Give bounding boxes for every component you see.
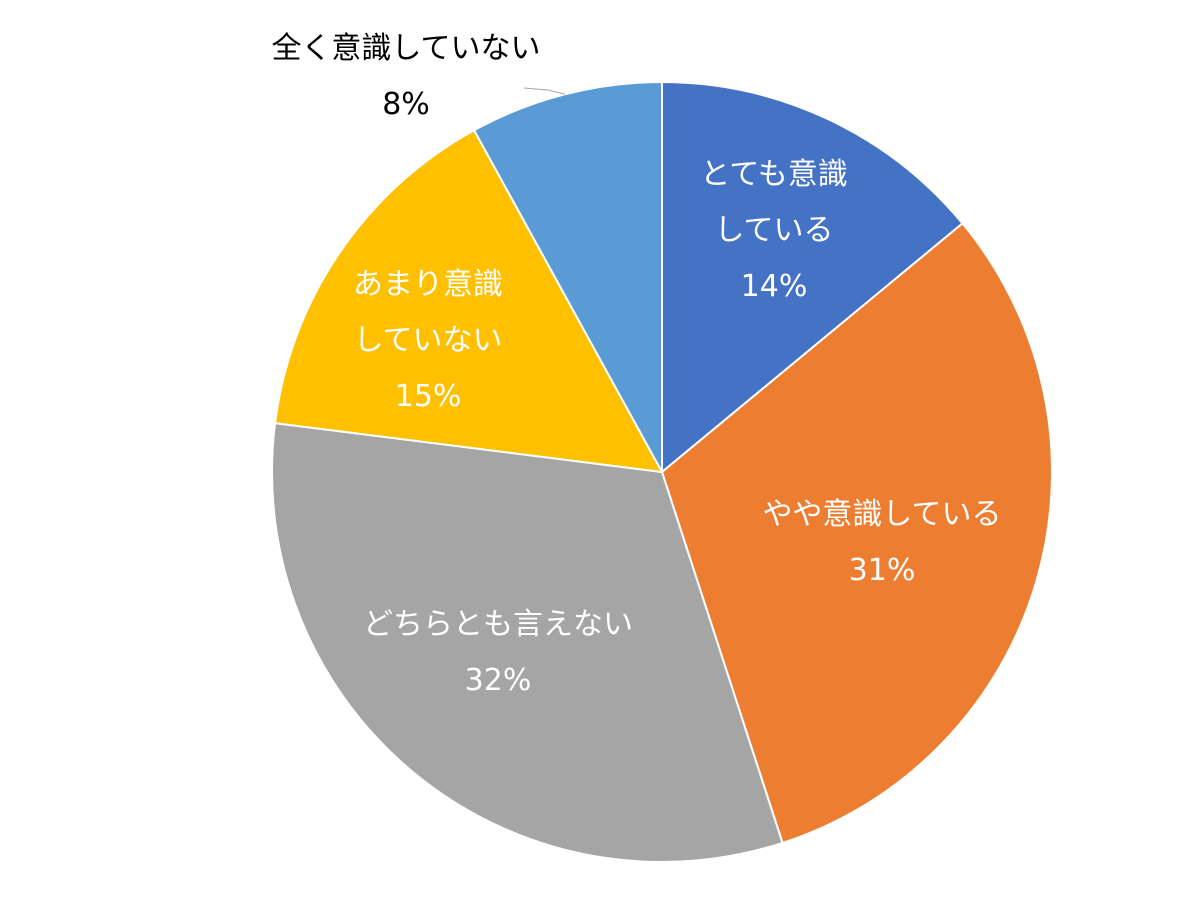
pie-labels: とても意識している 14% やや意識している 31% どちらとも言えない 32% あまり意識… xyxy=(271,31,1001,698)
pie-slice xyxy=(273,128,664,474)
slice-value-label: 8% xyxy=(382,87,430,122)
slice-value-label: 32% xyxy=(465,663,532,698)
slice-category-label: どちらとも言えない xyxy=(363,607,633,642)
leader-line xyxy=(523,87,566,95)
pie-slice xyxy=(270,422,784,863)
pie-slice xyxy=(660,221,1053,845)
slice-value-label: 31% xyxy=(849,553,916,588)
pie-slice xyxy=(661,80,964,475)
slice-label: あまり意識していない 15% xyxy=(353,267,503,414)
slice-label: とても意識している 14% xyxy=(700,157,848,304)
leader-lines xyxy=(523,87,566,95)
slice-category-label: とても意識 xyxy=(700,157,848,192)
slice-category-label: している xyxy=(714,213,833,248)
slice-label: 全く意識していない 8% xyxy=(271,31,540,122)
slice-label: やや意識している 31% xyxy=(762,497,1001,588)
pie-slices xyxy=(270,80,1053,863)
slice-value-label: 14% xyxy=(741,269,808,304)
slice-category-label: やや意識している xyxy=(762,497,1001,532)
slice-category-label: していない xyxy=(353,323,502,358)
slice-category-label: あまり意識 xyxy=(353,267,503,302)
slice-label: どちらとも言えない 32% xyxy=(363,607,633,698)
slice-category-label: 全く意識していない xyxy=(271,31,540,66)
slice-value-label: 15% xyxy=(395,379,462,414)
